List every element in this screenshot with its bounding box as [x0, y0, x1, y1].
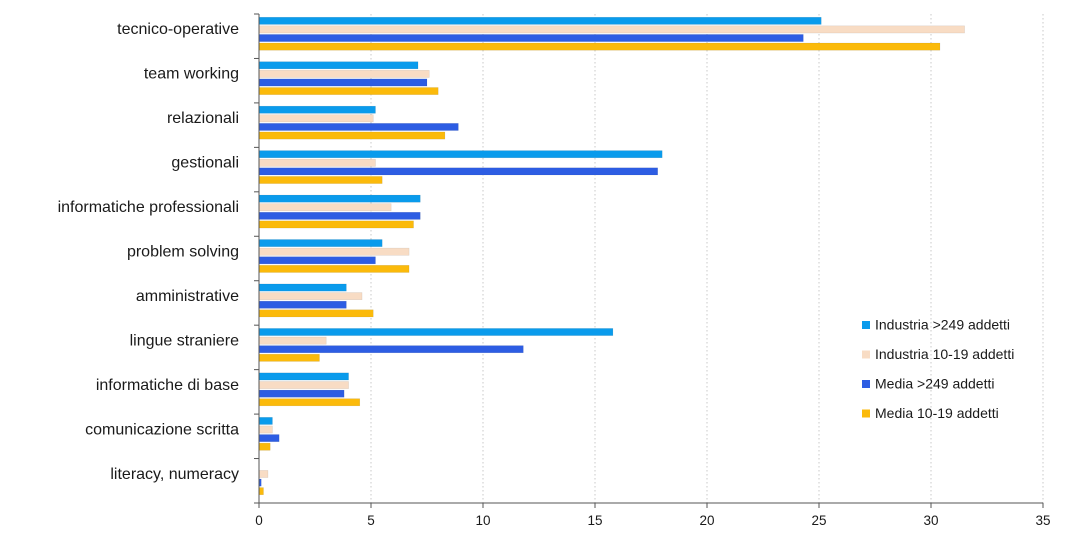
bars	[258, 16, 965, 496]
bar	[258, 78, 428, 87]
bar	[258, 309, 374, 318]
legend-swatch	[862, 409, 870, 418]
x-tick-label: 15	[587, 513, 602, 528]
bar	[258, 256, 376, 265]
category-label: literacy, numeracy	[110, 466, 239, 483]
bar	[258, 381, 349, 389]
category-label: informatiche di base	[96, 377, 239, 394]
bar	[258, 34, 804, 42]
category-label: comunicazione scritta	[85, 421, 239, 438]
x-tick-labels: 0 5 10 15 20 25 30 35	[255, 513, 1050, 528]
bar	[258, 300, 347, 309]
bar	[258, 70, 430, 78]
bar	[258, 61, 419, 70]
legend-swatch	[862, 380, 870, 388]
bar	[258, 328, 614, 336]
bar	[258, 114, 374, 123]
bar	[258, 336, 327, 345]
bar	[258, 105, 376, 114]
legend-swatch	[862, 321, 870, 329]
bar	[258, 211, 421, 220]
x-tick-label: 20	[699, 513, 714, 528]
bar	[258, 220, 414, 229]
x-tick-label: 30	[923, 513, 938, 528]
x-tick-label: 35	[1035, 513, 1050, 528]
bar	[258, 434, 280, 442]
bar	[258, 292, 363, 301]
category-label: problem solving	[127, 244, 239, 261]
category-label: team working	[144, 66, 239, 83]
x-tick-label: 10	[475, 513, 490, 528]
axes	[254, 13, 1044, 508]
bar	[258, 239, 383, 247]
bar	[258, 42, 941, 51]
category-label: amministrative	[136, 288, 239, 305]
x-tick-label: 5	[367, 513, 375, 528]
legend-swatch	[862, 350, 870, 359]
category-labels: tecnico-operative team working relazionali…	[58, 21, 240, 483]
category-label: lingue straniere	[130, 332, 240, 349]
category-label: relazionali	[167, 110, 239, 127]
bar	[258, 417, 273, 425]
bar	[258, 442, 271, 451]
bar	[258, 283, 347, 292]
bar	[258, 123, 459, 131]
category-label: gestionali	[171, 155, 239, 172]
bar	[258, 158, 376, 167]
bar	[258, 247, 410, 256]
legend-label: Media 10-19 addetti	[875, 405, 999, 421]
bar	[258, 487, 264, 496]
bar	[258, 150, 663, 159]
bar	[258, 131, 446, 140]
bar	[258, 353, 320, 362]
bar	[258, 470, 269, 478]
x-tick-label: 25	[811, 513, 826, 528]
x-tick-label: 0	[255, 513, 263, 528]
bar	[258, 176, 383, 184]
category-label: tecnico-operative	[117, 21, 239, 38]
legend: Industria >249 addetti Industria 10-19 ad…	[862, 317, 1014, 421]
bar	[258, 398, 361, 407]
bar	[258, 345, 524, 354]
category-label: informatiche professionali	[58, 199, 239, 216]
bar	[258, 425, 273, 434]
legend-label: Industria >249 addetti	[875, 317, 1010, 333]
bar	[258, 203, 392, 212]
legend-label: Media >249 addetti	[875, 376, 994, 392]
legend-label: Industria 10-19 addetti	[875, 346, 1014, 362]
bar	[258, 389, 345, 398]
bar	[258, 265, 410, 273]
bar	[258, 87, 439, 95]
grid-lines	[370, 14, 1044, 503]
bar	[258, 167, 658, 176]
bar	[258, 194, 421, 203]
bar	[258, 16, 822, 25]
bar	[258, 25, 965, 34]
bar	[258, 372, 349, 381]
